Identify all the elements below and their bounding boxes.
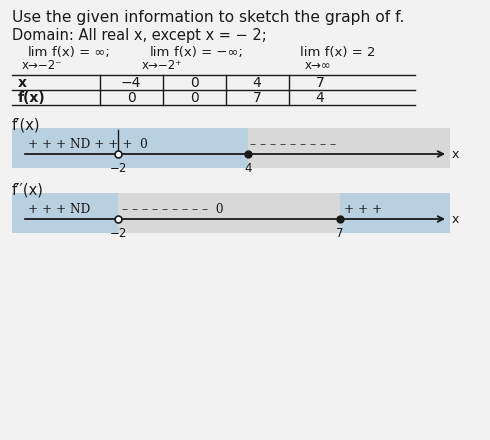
Text: 0: 0: [190, 91, 198, 105]
Text: f′(x): f′(x): [12, 117, 41, 132]
Bar: [340, 193, 450, 233]
Text: Domain: All real x, except x = − 2;: Domain: All real x, except x = − 2;: [12, 28, 267, 43]
Text: f(x) = ∞;: f(x) = ∞;: [52, 46, 110, 59]
Text: 4: 4: [253, 76, 261, 89]
Text: 0: 0: [190, 76, 198, 89]
Text: 7: 7: [316, 76, 324, 89]
Text: 0: 0: [126, 91, 135, 105]
Bar: [118, 193, 340, 233]
Text: lim: lim: [28, 46, 49, 59]
Text: Use the given information to sketch the graph of f.: Use the given information to sketch the …: [12, 10, 404, 25]
Text: lim f(x) = 2: lim f(x) = 2: [300, 46, 375, 59]
Text: 7: 7: [336, 227, 344, 240]
Text: −4: −4: [121, 76, 141, 89]
Text: f′′(x): f′′(x): [12, 182, 44, 197]
Text: x→−2⁺: x→−2⁺: [142, 59, 182, 72]
Text: x: x: [18, 76, 27, 89]
Text: f(x): f(x): [18, 91, 46, 105]
Text: + + +: + + +: [344, 203, 382, 216]
Text: x→∞: x→∞: [305, 59, 332, 72]
Text: −2: −2: [109, 162, 127, 175]
Text: 4: 4: [316, 91, 324, 105]
Text: −2: −2: [109, 227, 127, 240]
Bar: [12, 128, 248, 168]
Text: x: x: [452, 213, 460, 225]
Text: + + + ND + + +  0: + + + ND + + + 0: [28, 138, 148, 151]
Bar: [12, 193, 118, 233]
Text: 7: 7: [253, 91, 261, 105]
Text: f(x) = −∞;: f(x) = −∞;: [174, 46, 243, 59]
Text: 4: 4: [244, 162, 252, 175]
Text: x→−2⁻: x→−2⁻: [22, 59, 63, 72]
Text: x: x: [452, 147, 460, 161]
Text: – – – – – – – – –: – – – – – – – – –: [250, 138, 336, 151]
Text: – – – – – – – – –  0: – – – – – – – – – 0: [122, 203, 223, 216]
Text: lim: lim: [150, 46, 171, 59]
Text: + + + ND: + + + ND: [28, 203, 90, 216]
Bar: [248, 128, 450, 168]
